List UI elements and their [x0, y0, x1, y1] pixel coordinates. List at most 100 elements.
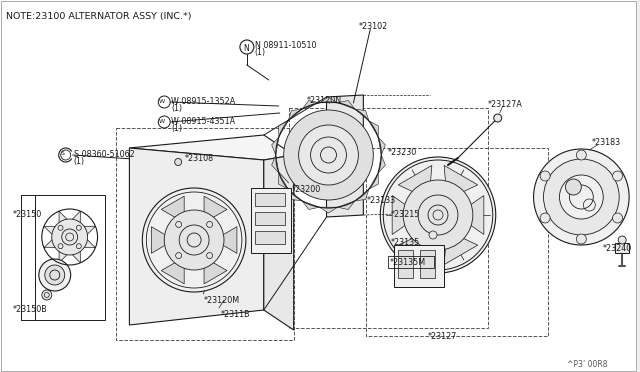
Polygon shape: [369, 173, 378, 189]
Bar: [420, 250, 435, 278]
Text: *23127A: *23127A: [488, 100, 523, 109]
Polygon shape: [204, 257, 227, 284]
Polygon shape: [338, 201, 355, 209]
Polygon shape: [278, 173, 288, 189]
Text: *23183: *23183: [591, 138, 620, 147]
Text: ^P3’ 00R8: ^P3’ 00R8: [568, 360, 608, 369]
Circle shape: [240, 40, 254, 54]
Polygon shape: [355, 189, 369, 201]
Text: *23240: *23240: [604, 244, 632, 253]
Circle shape: [403, 180, 473, 250]
Text: *2311B: *2311B: [221, 310, 251, 319]
Text: *23200: *23200: [292, 185, 321, 194]
Circle shape: [577, 234, 586, 244]
Polygon shape: [398, 231, 432, 264]
Bar: [615, 243, 629, 253]
Circle shape: [164, 210, 224, 270]
Polygon shape: [338, 100, 355, 109]
Circle shape: [158, 116, 170, 128]
Circle shape: [52, 219, 88, 255]
Text: (1): (1): [172, 124, 182, 133]
Text: *23102: *23102: [358, 22, 388, 31]
Polygon shape: [80, 237, 95, 248]
Text: (1): (1): [172, 104, 182, 113]
Bar: [255, 212, 285, 225]
Circle shape: [39, 259, 70, 291]
Polygon shape: [302, 201, 319, 209]
Text: (1): (1): [255, 48, 266, 57]
Circle shape: [540, 171, 550, 181]
Text: W: W: [159, 99, 165, 104]
Text: *23150B: *23150B: [13, 305, 48, 314]
Text: N 08911-10510: N 08911-10510: [255, 41, 316, 50]
Text: S 08360-51062: S 08360-51062: [74, 150, 134, 159]
Circle shape: [612, 213, 623, 223]
Bar: [251, 188, 291, 253]
Polygon shape: [456, 196, 484, 234]
Text: *23108: *23108: [185, 154, 214, 163]
Polygon shape: [129, 135, 294, 160]
Polygon shape: [70, 248, 81, 263]
Text: *23150: *23150: [13, 210, 42, 219]
Polygon shape: [59, 211, 70, 227]
Text: NOTE:23100 ALTERNATOR ASSY (INC.*): NOTE:23100 ALTERNATOR ASSY (INC.*): [6, 12, 191, 21]
Polygon shape: [355, 109, 369, 121]
Polygon shape: [378, 155, 385, 173]
Circle shape: [380, 157, 496, 273]
Polygon shape: [288, 189, 302, 201]
Circle shape: [45, 265, 65, 285]
Text: W 08915-1352A: W 08915-1352A: [172, 97, 236, 106]
Bar: [366, 148, 547, 336]
Polygon shape: [378, 137, 385, 155]
Text: (1): (1): [74, 157, 84, 166]
Bar: [394, 245, 444, 287]
Polygon shape: [302, 100, 319, 109]
Bar: [255, 231, 285, 244]
Circle shape: [42, 290, 52, 300]
Polygon shape: [214, 227, 237, 253]
Polygon shape: [161, 196, 184, 223]
Polygon shape: [271, 155, 279, 173]
Text: *23120N: *23120N: [307, 96, 342, 105]
Text: W 08915-4351A: W 08915-4351A: [172, 117, 236, 126]
Bar: [35, 195, 104, 320]
Polygon shape: [369, 121, 378, 137]
Circle shape: [559, 175, 604, 219]
Polygon shape: [278, 121, 288, 137]
Polygon shape: [319, 97, 338, 103]
Polygon shape: [129, 148, 264, 325]
Circle shape: [577, 150, 586, 160]
Polygon shape: [271, 137, 279, 155]
Polygon shape: [444, 231, 477, 264]
Circle shape: [540, 213, 550, 223]
Polygon shape: [444, 166, 477, 199]
Polygon shape: [326, 95, 364, 217]
Bar: [289, 108, 488, 328]
Polygon shape: [59, 248, 70, 263]
Polygon shape: [204, 196, 227, 223]
Polygon shape: [398, 166, 432, 199]
Text: *23135: *23135: [391, 238, 420, 247]
Text: W: W: [159, 119, 165, 124]
Circle shape: [142, 188, 246, 292]
Text: S: S: [61, 151, 65, 156]
Circle shape: [284, 110, 373, 200]
Text: *23230: *23230: [388, 148, 417, 157]
Circle shape: [543, 159, 619, 235]
Text: *23133: *23133: [366, 196, 396, 205]
Circle shape: [534, 149, 629, 245]
Polygon shape: [44, 226, 59, 237]
Circle shape: [493, 114, 502, 122]
Circle shape: [429, 231, 437, 239]
Circle shape: [175, 158, 182, 166]
Polygon shape: [151, 227, 174, 253]
Polygon shape: [264, 155, 294, 330]
Bar: [116, 128, 294, 340]
Polygon shape: [70, 211, 81, 227]
Polygon shape: [44, 237, 59, 248]
Circle shape: [612, 171, 623, 181]
Text: *23127: *23127: [428, 332, 458, 341]
Circle shape: [565, 179, 581, 195]
Text: *23215: *23215: [391, 210, 420, 219]
Bar: [388, 256, 434, 268]
